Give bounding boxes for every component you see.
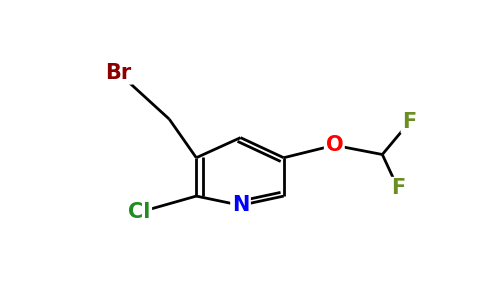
Text: Br: Br [106,63,132,83]
Text: F: F [391,178,405,199]
Text: Cl: Cl [128,202,151,222]
Text: N: N [232,195,249,215]
Text: O: O [326,135,343,155]
Text: F: F [402,112,416,132]
